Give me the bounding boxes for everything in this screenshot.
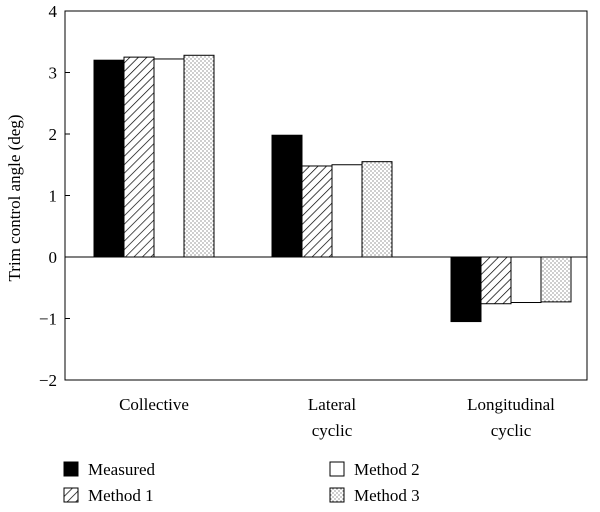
- legend-label-measured: Measured: [88, 460, 156, 479]
- legend-swatch-method-1: [63, 487, 79, 503]
- bar-method-1: [123, 56, 155, 258]
- bar-method-1: [301, 165, 333, 258]
- category-label: cyclic: [491, 421, 532, 440]
- legend-label-method-1: Method 1: [88, 486, 154, 505]
- y-tick-label: −2: [39, 371, 57, 390]
- legend-swatch-method-3: [329, 487, 345, 503]
- bar-method-2: [331, 164, 363, 258]
- y-tick-label: 1: [49, 187, 58, 206]
- y-tick-label: −1: [39, 310, 57, 329]
- bar-measured: [450, 256, 482, 323]
- legend-swatch-method-2: [329, 461, 345, 477]
- bar-measured: [271, 134, 303, 258]
- x-axis-categories: Collective Lateral cyclic Longitudinal cycli…: [119, 395, 555, 440]
- y-tick-label: 4: [49, 2, 58, 21]
- legend-label-method-2: Method 2: [354, 460, 420, 479]
- y-tick-label: 0: [49, 248, 58, 267]
- y-tick-label: 3: [49, 64, 58, 83]
- bar-method-3: [183, 54, 215, 258]
- y-tick-label: 2: [49, 125, 58, 144]
- bar-method-3: [540, 256, 572, 303]
- category-label: Lateral: [308, 395, 356, 414]
- legend-label-method-3: Method 3: [354, 486, 420, 505]
- y-axis-title: Trim control angle (deg): [5, 115, 24, 282]
- category-label: Longitudinal: [467, 395, 555, 414]
- bar-method-1: [480, 256, 512, 305]
- category-label: Collective: [119, 395, 189, 414]
- bar-method-2: [510, 256, 542, 304]
- bar-method-3: [361, 161, 393, 258]
- y-axis: 4 3 2 1 0 −1 −2: [39, 2, 70, 390]
- bar-measured: [93, 59, 125, 258]
- bar-method-2: [153, 58, 185, 258]
- category-label: cyclic: [312, 421, 353, 440]
- legend-swatch-measured: [63, 461, 79, 477]
- legend: Measured Method 1 Method 2 Method 3: [63, 460, 420, 505]
- bar-group: [93, 54, 572, 323]
